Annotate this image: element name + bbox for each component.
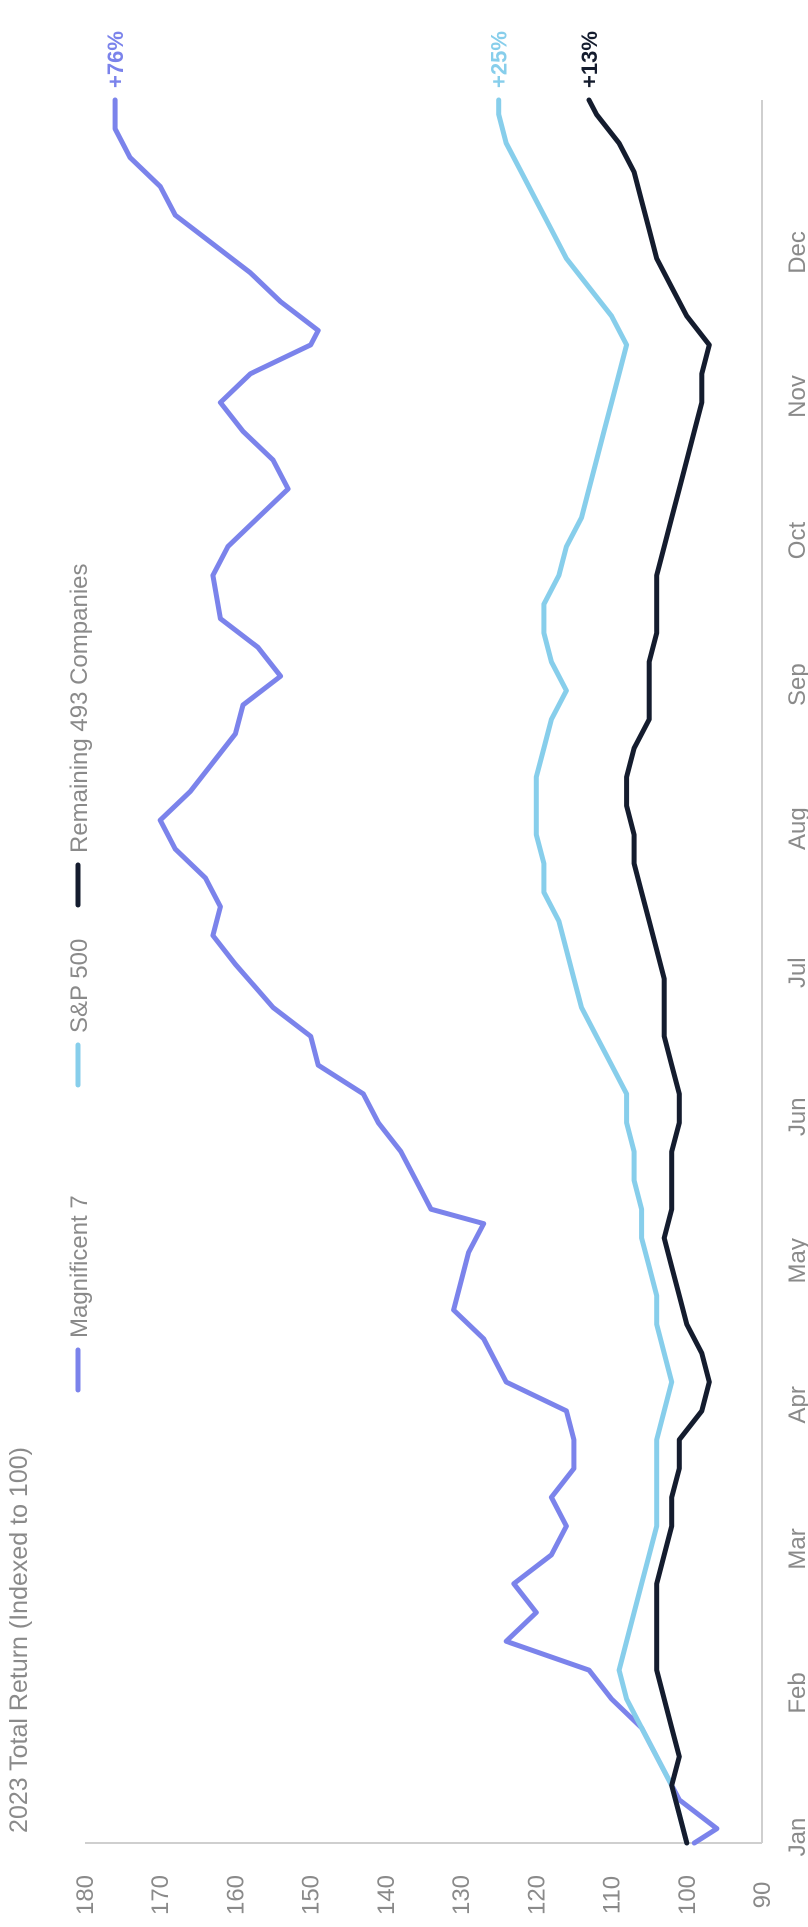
y-tick-label: 180 [72, 1875, 99, 1915]
x-tick-label: Sep [784, 663, 808, 706]
x-tick-labels: Jan Feb Mar Apr May Jun Jul Aug Sep Oct Nov Dec [784, 231, 808, 1856]
series-lines [112, 97, 720, 1846]
x-tick-label: Oct [784, 522, 808, 560]
y-tick-label: 130 [448, 1875, 475, 1915]
x-tick-label: Feb [784, 1672, 808, 1713]
series-line [586, 97, 712, 1846]
end-labels: +76% +25% +13% [103, 31, 602, 88]
y-tick-label: 140 [373, 1875, 400, 1915]
y-tick-label: 160 [222, 1875, 249, 1915]
axes [85, 100, 763, 1844]
legend: Magnificent 7 S&P 500 Remaining 493 Compan… [66, 564, 93, 1393]
series-line [496, 97, 690, 1846]
x-tick-label: Aug [784, 807, 808, 850]
end-label: +25% [487, 31, 512, 88]
x-tick-label: Jul [784, 957, 808, 988]
legend-label: Magnificent 7 [66, 1195, 93, 1338]
x-tick-label: Nov [784, 375, 808, 418]
x-tick-label: Dec [784, 231, 808, 274]
x-tick-label: Jun [784, 1097, 808, 1136]
x-tick-label: Mar [784, 1528, 808, 1569]
y-tick-label: 110 [599, 1876, 626, 1914]
legend-label: Remaining 493 Companies [66, 564, 93, 854]
y-tick-label: 170 [147, 1875, 174, 1915]
y-tick-label: 120 [523, 1875, 550, 1915]
x-tick-label: Apr [784, 1386, 808, 1423]
y-tick-label: 150 [298, 1875, 325, 1915]
series-line [112, 97, 720, 1846]
end-label: +76% [103, 31, 128, 88]
y-axis-label: 2023 Total Return (Indexed to 100) [5, 1447, 33, 1833]
y-tick-label: 100 [674, 1875, 701, 1915]
y-tick-label: 90 [749, 1882, 776, 1909]
x-tick-label: Jan [784, 1818, 808, 1857]
y-tick-labels: 90 100 110 120 130 140 150 160 170 180 [72, 1875, 776, 1915]
legend-label: S&P 500 [66, 939, 93, 1033]
x-tick-label: May [784, 1238, 808, 1283]
end-label: +13% [577, 31, 602, 88]
